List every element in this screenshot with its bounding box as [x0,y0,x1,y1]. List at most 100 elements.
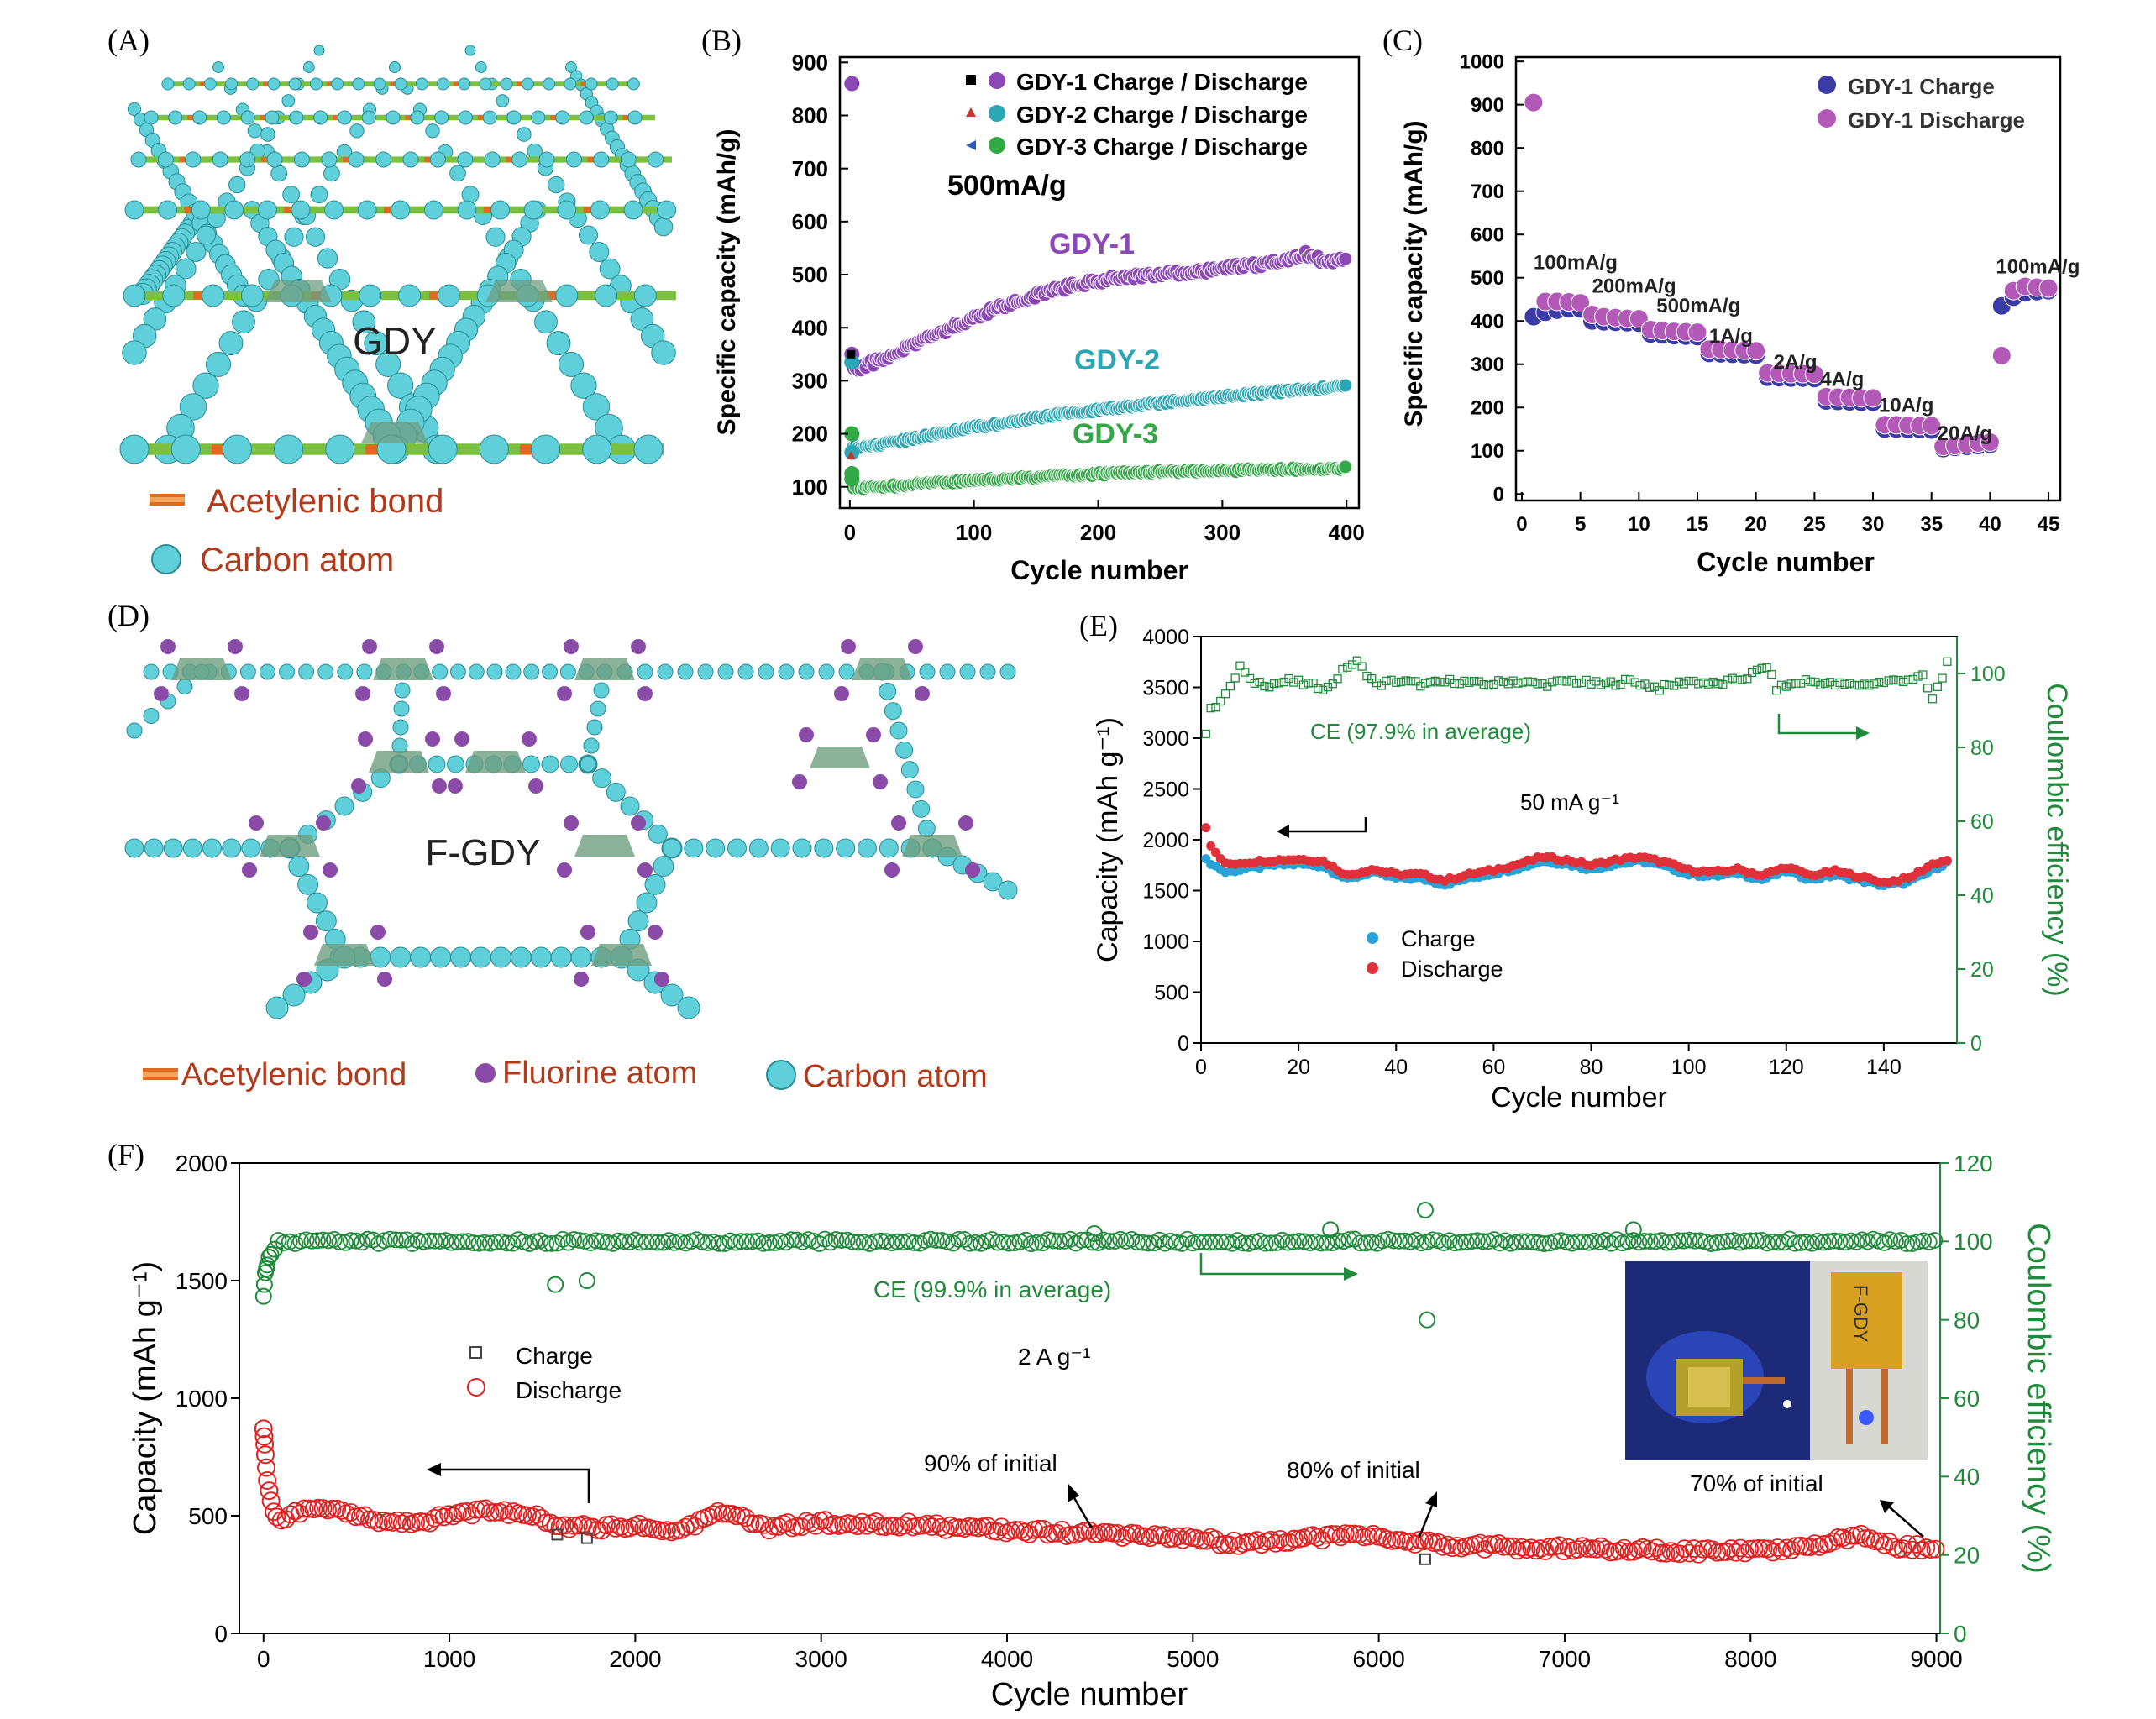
x-tick-label: 40 [1979,513,2001,536]
carbon-atom [205,351,232,377]
rate-label: 100mA/g [1996,256,2080,279]
ce-point [1723,675,1733,684]
ce-point [1708,677,1718,687]
carbon-atom [511,151,528,168]
ce-point [426,1232,443,1250]
ce-point [1816,680,1825,689]
carbon-atom [653,856,674,878]
carbon-atom [122,340,147,365]
discharge-point [434,1507,454,1527]
discharge-point [564,1516,584,1535]
ce-point [1039,1231,1057,1249]
ce-point [1000,1234,1018,1252]
carbon-atom [279,663,296,680]
carbon-atom [176,679,193,694]
y-right-tick-label: 0 [1970,1032,1982,1056]
discharge-point [1252,1535,1272,1554]
carbon-atom [239,663,256,680]
carbon-atom [260,127,275,142]
discharge-point [1577,1539,1597,1559]
discharge-point [871,1517,890,1536]
ce-point [1184,1234,1202,1252]
ce-point [1533,679,1542,689]
ce-point [643,1233,661,1250]
fluorine-atom [631,815,646,831]
carbon-atom [983,872,1003,892]
discharge-point [1805,1534,1824,1554]
x-tick-label: 1000 [423,1646,475,1672]
ce-point [1641,1233,1659,1250]
ce-point [487,1234,505,1251]
y-tick-label: 300 [792,368,828,393]
discharge-point [467,1500,486,1519]
ce-point [1586,1232,1603,1250]
ce-point [359,1230,376,1248]
carbon-atom [203,77,217,91]
ce-point [449,1233,465,1250]
discharge-point [291,1504,309,1523]
fluorine-atom [370,925,386,940]
carbon-atom [717,663,734,680]
carbon-atom [274,434,304,464]
x-tick-label: 2000 [609,1646,661,1672]
discharge-point [1804,364,1824,385]
rate-label: 4A/g [1820,368,1864,390]
ce-outlier-point [1416,1202,1434,1218]
carbon-atom [620,796,640,816]
x-tick-label: 45 [2038,513,2060,536]
carbon-atom [677,996,700,1019]
carbon-atom [241,838,261,858]
ce-point [1728,673,1738,683]
ce-point [833,1232,850,1249]
ce-point [1747,668,1757,678]
ce-point [1575,1233,1592,1250]
carbon-atom [636,892,658,914]
y-tick-label: 3000 [1142,727,1189,751]
carbon-atom [282,186,301,204]
carbon-atom [486,663,503,680]
carbon-atom [531,110,546,125]
carbon-atom [179,393,207,421]
carbon-atom [662,838,682,858]
ce-point [1455,679,1464,689]
y-tick-label: 0 [214,1621,228,1647]
ce-point [711,1234,727,1252]
ce-point [732,1233,750,1250]
ce-point [649,1234,666,1251]
carbon-atom [637,663,653,680]
fluorinated-ring [373,658,433,680]
fluorine-atom-label: Fluorine atom [502,1056,697,1091]
discharge-point [1568,1540,1587,1559]
carbon-atom [579,110,594,125]
carbon-atom [450,946,472,968]
carbon-atom [879,682,897,700]
fluorine-atom [891,815,906,831]
fluorine-atom [866,727,881,742]
carbon-atom [457,151,474,168]
discharge-point [1262,1530,1281,1549]
fluorine-atom [358,731,373,747]
discharge-point [1085,1524,1104,1543]
chart-f: 0 1000 2000 3000 4000 5000 6000 7000 8000 9000050… [128,1150,2056,1712]
carbon-atom [564,77,577,91]
benzene-ring [265,280,332,302]
chart-b-xlabel: Cycle number [1010,555,1188,585]
ce-point [1382,676,1391,686]
discharge-point [1744,1539,1764,1559]
ce-outlier-point [1419,1311,1436,1329]
ce-point [1806,677,1815,686]
carbon-atom [630,307,654,331]
ce-point [1603,1234,1620,1252]
fgdy-label: F-GDY [426,832,541,873]
discharge-point [1438,1535,1457,1554]
carbon-atom [475,61,487,73]
ce-point [1498,677,1508,687]
carbon-atom [919,663,936,680]
discharge-point [1689,1544,1708,1564]
discharge-point [1447,1536,1466,1555]
x-tick-label: 60 [1482,1056,1505,1079]
ce-point [309,1232,326,1250]
discharge-point [1508,1541,1527,1560]
carbon-atom [959,663,976,680]
